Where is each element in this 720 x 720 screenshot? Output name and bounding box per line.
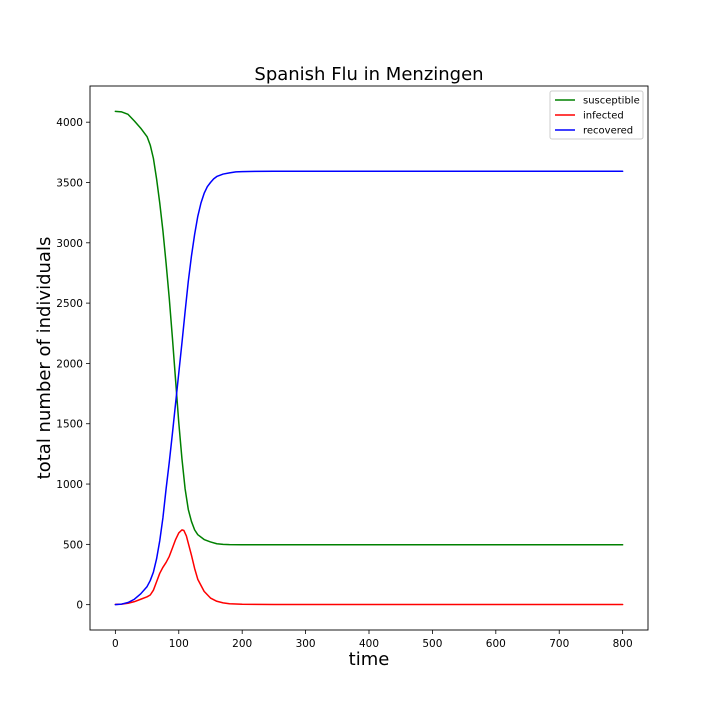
legend-box bbox=[549, 90, 644, 140]
y-tick-label: 3500 bbox=[56, 177, 83, 189]
legend-label-infected: infected bbox=[583, 111, 624, 122]
x-tick-label: 600 bbox=[486, 638, 506, 650]
x-tick-label: 700 bbox=[549, 638, 569, 650]
x-axis-ticks: 0 100 200 300 400 500 600 700 800 bbox=[112, 630, 633, 650]
y-tick-label: 3000 bbox=[56, 238, 83, 250]
x-tick-label: 100 bbox=[169, 638, 189, 650]
y-tick-label: 1000 bbox=[56, 479, 83, 491]
y-tick-label: 4000 bbox=[56, 117, 83, 129]
legend: susceptible infected recovered bbox=[549, 90, 644, 140]
legend-entries: susceptible infected recovered bbox=[555, 96, 640, 137]
x-tick-label: 800 bbox=[613, 638, 633, 650]
series-line-recovered bbox=[114, 170, 624, 606]
series-layer bbox=[114, 110, 624, 606]
x-tick-label: 0 bbox=[112, 638, 119, 650]
y-axis-ticks: 0 500 1000 1500 2000 2500 3000 3500 4000 bbox=[56, 117, 90, 612]
x-tick-label: 300 bbox=[296, 638, 316, 650]
y-tick-label: 1500 bbox=[56, 419, 83, 431]
x-tick-label: 400 bbox=[359, 638, 379, 650]
x-axis-label: time bbox=[349, 649, 390, 670]
y-tick-label: 500 bbox=[63, 539, 83, 551]
y-tick-label: 2500 bbox=[56, 298, 83, 310]
legend-label-recovered: recovered bbox=[583, 126, 633, 137]
series-line-susceptible bbox=[114, 110, 624, 546]
series-line-infected bbox=[114, 529, 624, 606]
chart-title: Spanish Flu in Menzingen bbox=[254, 64, 483, 85]
y-axis-label: total number of individuals bbox=[34, 237, 55, 480]
y-tick-label: 0 bbox=[76, 600, 83, 612]
plot-area bbox=[89, 85, 649, 631]
x-tick-label: 200 bbox=[232, 638, 252, 650]
x-tick-label: 500 bbox=[422, 638, 442, 650]
legend-label-susceptible: susceptible bbox=[583, 96, 640, 107]
y-tick-label: 2000 bbox=[56, 358, 83, 370]
